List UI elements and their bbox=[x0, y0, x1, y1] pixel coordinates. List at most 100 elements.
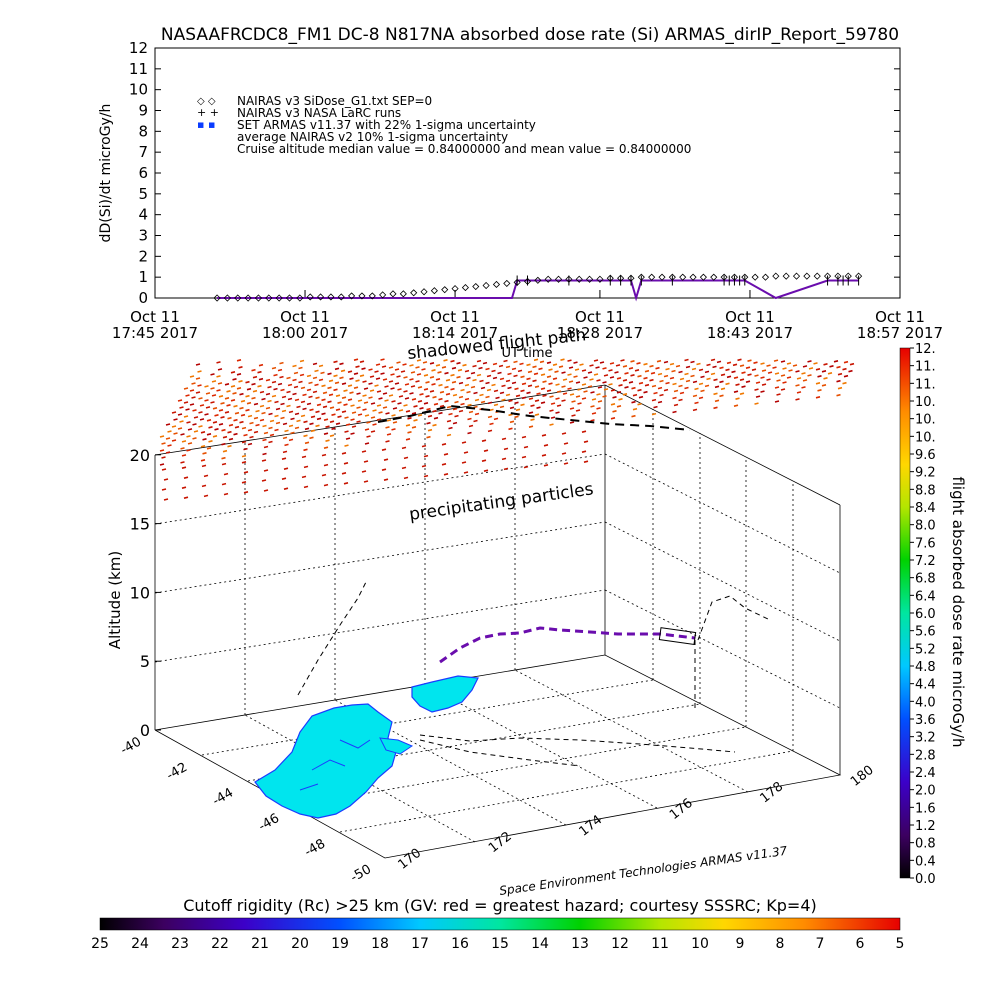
particle-mark bbox=[236, 359, 242, 362]
particle-mark bbox=[618, 398, 623, 401]
particle-mark bbox=[609, 376, 615, 379]
particle-mark bbox=[165, 423, 171, 426]
particle-mark bbox=[199, 404, 205, 407]
particle-mark bbox=[361, 367, 366, 370]
particle-mark bbox=[315, 396, 320, 400]
particle-mark bbox=[416, 373, 422, 376]
particle-mark bbox=[573, 361, 578, 364]
particle-mark bbox=[316, 417, 322, 421]
particle-mark bbox=[391, 428, 396, 431]
particle-mark bbox=[451, 380, 457, 384]
nairas-diamond-point bbox=[792, 272, 801, 280]
particle-mark bbox=[747, 373, 752, 376]
cutoff-colorbar-tick-label: 9 bbox=[736, 936, 745, 952]
particle-mark bbox=[458, 409, 464, 413]
latitude-tick-label: -50 bbox=[348, 862, 374, 886]
particle-mark bbox=[351, 425, 357, 428]
particle-mark bbox=[520, 403, 525, 407]
particle-mark bbox=[534, 385, 540, 388]
nairas-diamond-point bbox=[254, 294, 263, 302]
particle-mark bbox=[568, 366, 574, 369]
particle-mark bbox=[216, 389, 221, 392]
particle-mark bbox=[183, 496, 189, 499]
particle-mark bbox=[505, 379, 511, 383]
nairas-diamond-point bbox=[316, 293, 325, 301]
particle-mark bbox=[618, 384, 623, 387]
particle-mark bbox=[581, 369, 587, 372]
particle-mark bbox=[569, 407, 575, 410]
cutoff-colorbar-tick-label: 7 bbox=[816, 936, 825, 952]
particle-mark bbox=[246, 387, 252, 391]
particle-mark bbox=[337, 401, 342, 404]
particle-mark bbox=[165, 437, 171, 440]
particle-mark bbox=[692, 394, 698, 398]
particle-mark bbox=[441, 443, 447, 446]
particle-mark bbox=[226, 390, 231, 393]
particle-mark bbox=[663, 360, 669, 364]
particle-mark bbox=[421, 464, 427, 468]
particle-mark bbox=[287, 383, 293, 387]
particle-mark bbox=[441, 463, 447, 466]
particle-mark bbox=[692, 408, 698, 412]
particle-mark bbox=[197, 384, 202, 387]
particle-mark bbox=[356, 406, 361, 409]
particle-mark bbox=[431, 369, 436, 372]
particle-mark bbox=[363, 480, 369, 483]
particle-mark bbox=[357, 399, 363, 402]
particle-mark bbox=[329, 420, 335, 423]
nairas-diamond-point bbox=[379, 291, 387, 299]
particle-mark bbox=[298, 380, 303, 384]
south-island-land bbox=[254, 703, 397, 819]
particle-mark bbox=[690, 374, 695, 378]
particle-mark bbox=[192, 423, 197, 426]
particle-mark bbox=[472, 378, 477, 382]
particle-mark bbox=[575, 409, 581, 412]
particle-mark bbox=[473, 405, 478, 409]
particle-mark bbox=[467, 403, 472, 407]
particle-mark bbox=[612, 410, 617, 413]
particle-mark bbox=[673, 403, 679, 407]
particle-mark bbox=[333, 388, 338, 392]
particle-mark bbox=[558, 365, 564, 368]
particle-mark bbox=[698, 396, 704, 400]
particle-mark bbox=[349, 377, 354, 380]
longitude-tick-label: 176 bbox=[667, 796, 696, 823]
z-tick-label: 20 bbox=[130, 446, 150, 465]
particle-mark bbox=[221, 462, 227, 466]
particle-mark bbox=[714, 399, 720, 403]
particle-mark bbox=[671, 369, 676, 373]
particle-mark bbox=[224, 411, 230, 414]
cutoff-colorbar-gradient bbox=[99, 917, 901, 931]
final-approach-box bbox=[658, 627, 697, 646]
nairas-diamond-point bbox=[420, 288, 428, 296]
particle-mark bbox=[268, 440, 273, 444]
particle-mark bbox=[714, 385, 720, 389]
nairas-diamond-point bbox=[813, 272, 821, 280]
particle-mark bbox=[161, 456, 166, 459]
particle-mark bbox=[286, 390, 291, 394]
nairas-diamond-point bbox=[296, 294, 304, 302]
cutoff-colorbar-tick-label: 17 bbox=[411, 936, 429, 952]
particle-mark bbox=[739, 364, 745, 367]
x-tick-time: 18:28 2017 bbox=[557, 324, 643, 342]
x-tick-time: 18:43 2017 bbox=[707, 324, 793, 342]
particle-mark bbox=[252, 389, 258, 393]
particle-mark bbox=[515, 394, 521, 398]
particle-mark bbox=[842, 367, 847, 371]
particle-mark bbox=[780, 374, 786, 377]
dose-colorbar-tick-label: 5.6 bbox=[915, 625, 936, 640]
particle-mark bbox=[614, 371, 619, 374]
nairas-diamond-point bbox=[627, 274, 635, 282]
particle-mark bbox=[581, 383, 587, 386]
particle-mark bbox=[222, 435, 228, 439]
particle-mark bbox=[386, 433, 392, 436]
cutoff-colorbar-tick-label: 5 bbox=[896, 936, 905, 952]
particle-mark bbox=[396, 375, 401, 378]
particle-mark bbox=[308, 395, 313, 399]
particle-mark bbox=[403, 376, 408, 379]
particle-mark bbox=[546, 375, 552, 378]
nairas-diamond-point bbox=[348, 292, 356, 300]
particle-mark bbox=[183, 387, 189, 390]
particle-mark bbox=[644, 369, 650, 373]
